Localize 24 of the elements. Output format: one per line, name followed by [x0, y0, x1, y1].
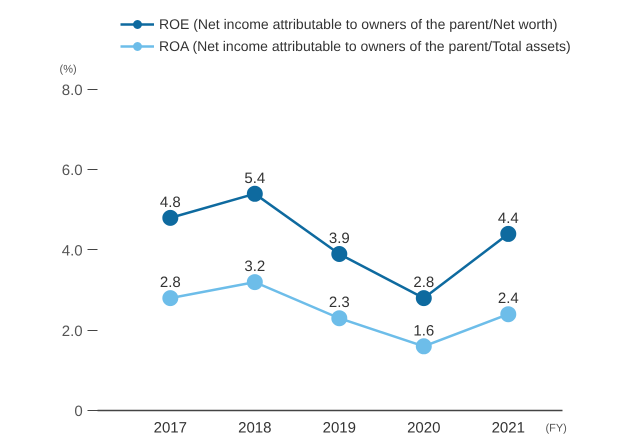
- x-axis-title: (FY): [545, 422, 567, 435]
- y-tick-label: 6.0: [62, 162, 83, 180]
- data-label: 3.9: [328, 230, 350, 247]
- x-tick-label: 2017: [154, 420, 188, 437]
- x-tick-label: 2020: [407, 420, 440, 437]
- legend-label: ROE (Net income attributable to owners of the parent/Net worth): [159, 15, 558, 34]
- x-tick-label: 2021: [492, 420, 525, 437]
- y-tick-label: 4.0: [62, 242, 83, 260]
- data-label: 5.4: [244, 170, 266, 187]
- y-tick-label: 0: [74, 403, 83, 420]
- data-label: 2.8: [160, 274, 181, 292]
- x-tick-label: 2019: [322, 420, 356, 437]
- y-tick-label: 8.0: [62, 82, 83, 99]
- y-axis-title: (%): [60, 63, 77, 76]
- y-tick-label: 2.0: [62, 322, 83, 340]
- data-label: 2.8: [413, 274, 434, 292]
- data-label: 3.2: [244, 258, 266, 276]
- legend-label: ROA (Net income attributable to owners of the parent/Total assets): [159, 37, 571, 56]
- x-tick-label: 2018: [238, 420, 272, 437]
- data-label: 4.8: [160, 194, 181, 211]
- data-label: 2.4: [498, 290, 519, 308]
- data-label: 4.4: [498, 210, 519, 227]
- data-label: 1.6: [413, 322, 434, 340]
- data-label: 2.3: [328, 294, 350, 312]
